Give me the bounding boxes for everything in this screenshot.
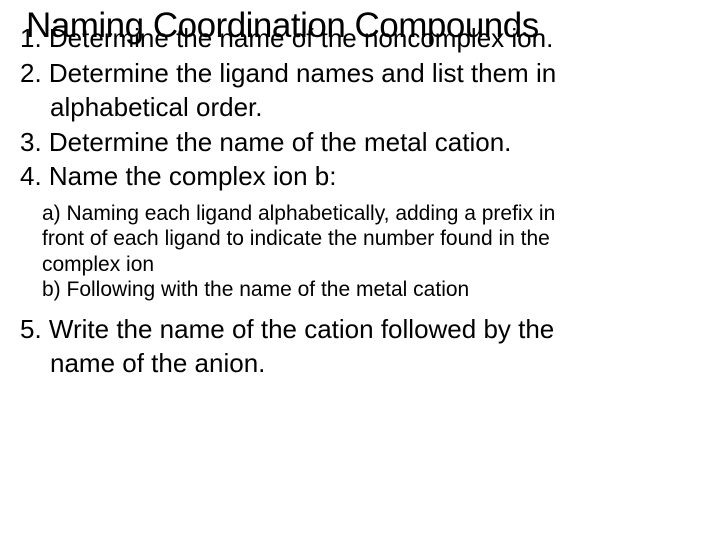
step-4: 4. Name the complex ion b: xyxy=(20,160,690,193)
substep-a-line2: front of each ligand to indicate the num… xyxy=(42,226,690,252)
step-2-line2: alphabetical order. xyxy=(20,91,690,124)
steps-list: 1. Determine the name of the noncomplex … xyxy=(20,22,690,382)
step-3: 3. Determine the name of the metal catio… xyxy=(20,126,690,159)
step-1: 1. Determine the name of the noncomplex … xyxy=(20,22,690,55)
substep-b: b) Following with the name of the metal … xyxy=(42,277,690,303)
substep-a-line1: a) Naming each ligand alphabetically, ad… xyxy=(42,201,690,227)
substep-a-line3: complex ion xyxy=(42,252,690,278)
step-5-line2: name of the anion. xyxy=(20,347,690,380)
step-2-line1: 2. Determine the ligand names and list t… xyxy=(20,57,690,90)
step-5-line1: 5. Write the name of the cation followed… xyxy=(20,313,690,346)
substeps-list: a) Naming each ligand alphabetically, ad… xyxy=(20,201,690,303)
